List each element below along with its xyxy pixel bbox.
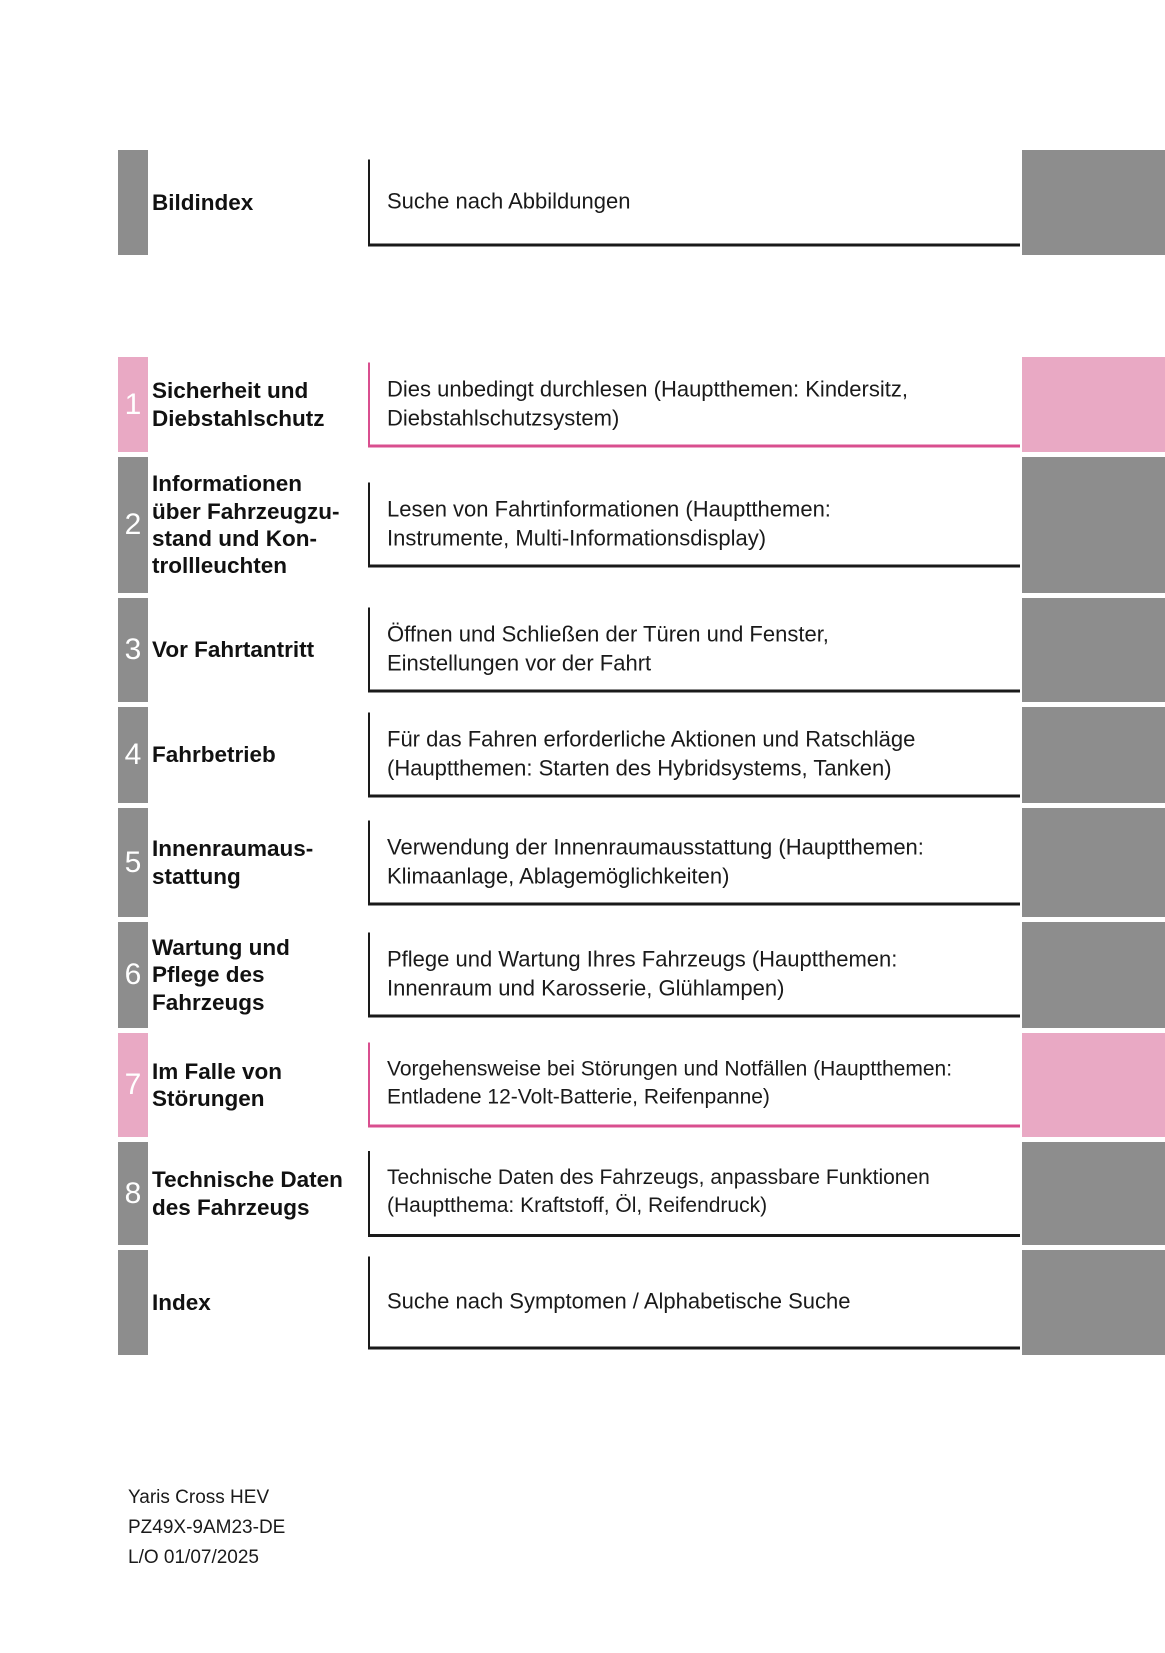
section-number: 1 — [124, 387, 142, 421]
section-color-block — [1022, 1033, 1165, 1137]
section-description-text: Vorgehensweise bei Störungen und Notfäll… — [387, 1057, 953, 1109]
section-description-text: Pflege und Wartung Ihres Fahrzeugs (Haup… — [387, 946, 898, 1001]
section-description-box: Lesen von Fahrtinformationen (Haupttheme… — [368, 482, 1020, 568]
section-description-box: Pflege und Wartung Ihres Fahrzeugs (Haup… — [368, 932, 1020, 1018]
section-number-tab: 4 — [118, 707, 148, 803]
section-row: 2 Informationen über Fahrzeugzu- stand u… — [0, 457, 1165, 593]
section-row: Bildindex Suche nach Abbildungen — [0, 150, 1165, 255]
section-number: 4 — [124, 738, 142, 771]
section-title: Im Falle von Störungen — [152, 1058, 283, 1111]
section-number: 3 — [124, 633, 142, 666]
section-number: 5 — [124, 845, 142, 879]
section-title: Index — [152, 1289, 211, 1315]
section-description-box: Technische Daten des Fahrzeugs, anpassba… — [368, 1150, 1020, 1237]
section-color-block — [1022, 922, 1165, 1028]
section-description-text: Öffnen und Schließen der Türen und Fenst… — [387, 621, 829, 676]
section-number-tab: 8 — [118, 1142, 148, 1245]
section-description-text: Technische Daten des Fahrzeugs, anpassba… — [387, 1166, 930, 1217]
section-title: Wartung und Pflege des Fahrzeugs — [152, 934, 290, 1015]
section-color-block — [1022, 150, 1165, 255]
section-title: Informationen über Fahrzeugzu- stand und… — [152, 471, 340, 579]
section-row: 5 Innenraumaus- stattung Verwendung der … — [0, 808, 1165, 917]
print-date: L/O 01/07/2025 — [128, 1547, 259, 1568]
section-title: Innenraumaus- stattung — [152, 836, 314, 889]
section-title: Sicherheit und Diebstahlschutz — [152, 378, 325, 431]
section-number: 8 — [124, 1176, 142, 1210]
section-row: 3 Vor Fahrtantritt Öffnen und Schließen … — [0, 598, 1165, 702]
section-color-block — [1022, 707, 1165, 803]
section-color-block — [1022, 1250, 1165, 1355]
section-row: Index Suche nach Symptomen / Alphabetisc… — [0, 1250, 1165, 1355]
section-number: 2 — [124, 508, 142, 541]
section-color-block — [1022, 598, 1165, 702]
section-description-box: Suche nach Symptomen / Alphabetische Suc… — [368, 1256, 1020, 1349]
section-number-tab — [118, 150, 148, 255]
footer: Yaris Cross HEV PZ49X-9AM23-DE L/O 01/07… — [128, 1483, 285, 1573]
section-color-block — [1022, 1142, 1165, 1245]
model-name: Yaris Cross HEV — [128, 1487, 270, 1508]
section-number-tab: 1 — [118, 357, 148, 452]
section-number: 7 — [124, 1068, 142, 1101]
section-row: 4 Fahrbetrieb Für das Fahren erforderlic… — [0, 707, 1165, 803]
section-number-tab: 3 — [118, 598, 148, 702]
section-number-tab: 2 — [118, 457, 148, 593]
section-row: 6 Wartung und Pflege des Fahrzeugs Pfleg… — [0, 922, 1165, 1028]
section-title: Vor Fahrtantritt — [152, 637, 315, 663]
section-description-text: Lesen von Fahrtinformationen (Haupttheme… — [387, 496, 831, 551]
section-description-box: Dies unbedingt durchlesen (Hauptthemen: … — [368, 362, 1020, 447]
section-number: 6 — [124, 958, 142, 991]
section-color-block — [1022, 357, 1165, 452]
section-color-block — [1022, 808, 1165, 917]
section-row: 7 Im Falle von Störungen Vorgehensweise … — [0, 1033, 1165, 1137]
part-number: PZ49X-9AM23-DE — [128, 1517, 286, 1538]
section-row: 1 Sicherheit und Diebstahlschutz Dies un… — [0, 357, 1165, 452]
section-number-tab — [118, 1250, 148, 1355]
section-number-tab: 6 — [118, 922, 148, 1028]
section-row: 8 Technische Daten des Fahrzeugs Technis… — [0, 1142, 1165, 1245]
section-title: Fahrbetrieb — [152, 742, 276, 768]
section-description-text: Dies unbedingt durchlesen (Hauptthemen: … — [387, 376, 908, 430]
section-description-text: Suche nach Abbildungen — [387, 188, 631, 214]
section-description-box: Verwendung der Innenraumausstattung (Hau… — [368, 820, 1020, 905]
section-title: Technische Daten des Fahrzeugs — [152, 1167, 343, 1220]
section-description-box: Vorgehensweise bei Störungen und Notfäll… — [368, 1042, 1020, 1128]
section-description-text: Für das Fahren erforderliche Aktionen un… — [387, 726, 916, 781]
section-number-tab: 7 — [118, 1033, 148, 1137]
section-description-box: Suche nach Abbildungen — [368, 159, 1020, 246]
section-color-block — [1022, 457, 1165, 593]
section-title: Bildindex — [152, 189, 254, 215]
section-description-box: Öffnen und Schließen der Türen und Fenst… — [368, 607, 1020, 693]
section-number-tab: 5 — [118, 808, 148, 917]
section-description-box: Für das Fahren erforderliche Aktionen un… — [368, 712, 1020, 798]
section-description-text: Suche nach Symptomen / Alphabetische Suc… — [387, 1288, 851, 1314]
section-description-text: Verwendung der Innenraumausstattung (Hau… — [387, 834, 924, 888]
